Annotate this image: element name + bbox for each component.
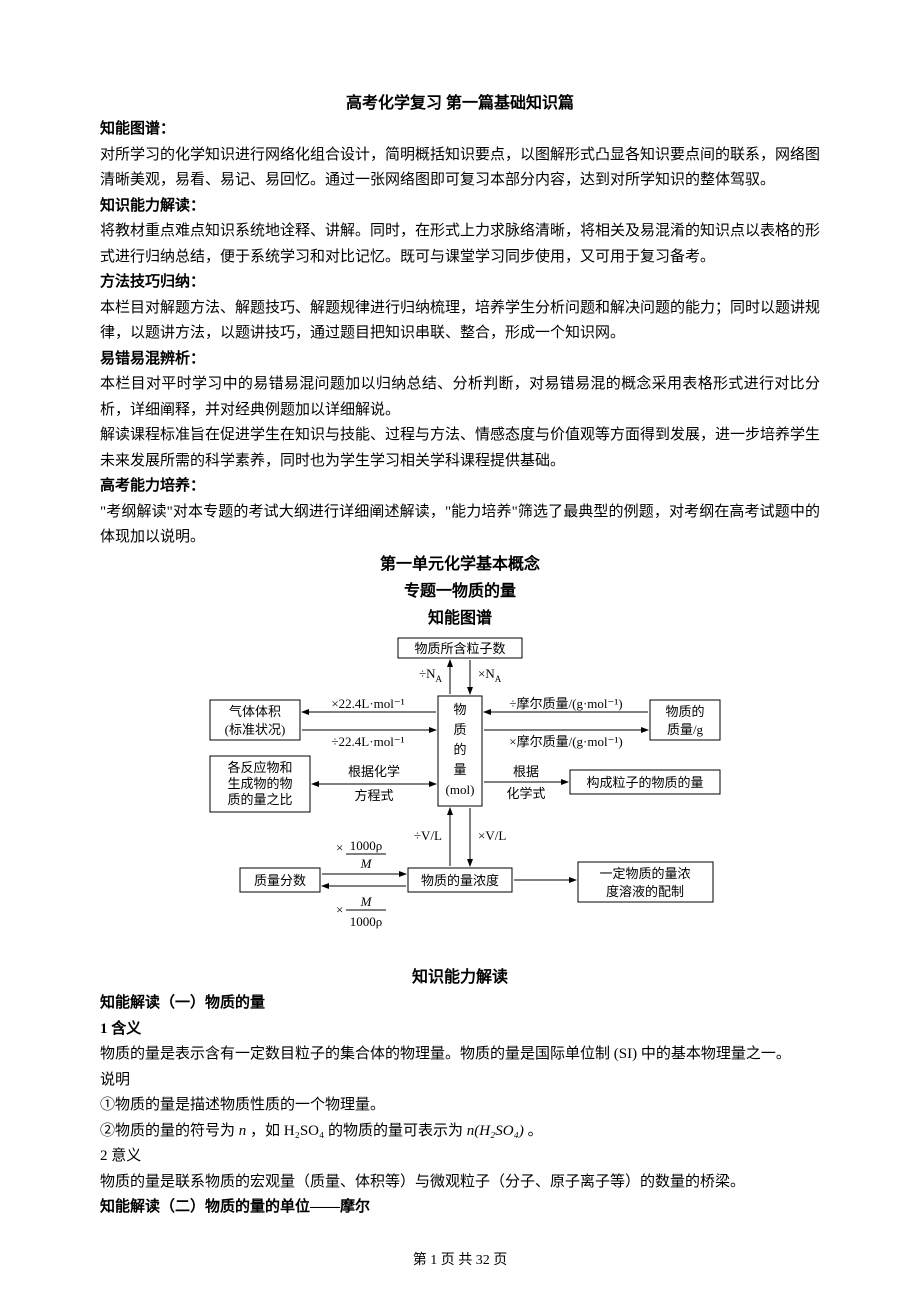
box-left1-l1: 气体体积 xyxy=(229,704,281,719)
section-body-4b: 解读课程标准旨在促进学生在知识与技能、过程与方法、情感态度与价值观等方面得到发展… xyxy=(100,423,820,474)
label-div224: ÷22.4L·mol⁻¹ xyxy=(331,734,404,749)
frac2-bot: 1000ρ xyxy=(350,914,383,929)
item2-body: 物质的量是联系物质的宏观量（质量、体积等）与微观粒子（分子、原子离子等）的数量的… xyxy=(100,1170,820,1196)
center-l4: 量 xyxy=(453,762,466,777)
label-eq-l1: 根据化学 xyxy=(348,764,400,779)
note2: ②物质的量的符号为 n ，如 H₂SO₄ 的物质的量可表示为 n(H₂SO₄) … xyxy=(100,1119,820,1145)
box-left2-l3: 质的量之比 xyxy=(227,792,292,807)
item2-heading: 2 意义 xyxy=(100,1144,820,1170)
sub2-heading: 知能解读（二）物质的量的单位——摩尔 xyxy=(100,1195,820,1221)
section-heading-4: 易错易混辨析： xyxy=(100,347,820,373)
box-right1-l1: 物质的 xyxy=(665,704,704,719)
box-top: 物质所含粒子数 xyxy=(414,641,505,656)
center-l1: 物 xyxy=(453,702,466,717)
label-mulVL: ×V/L xyxy=(478,828,506,843)
center-l3: 的 xyxy=(453,742,466,757)
box-bright-l2: 度溶液的配制 xyxy=(606,884,684,899)
item1-heading: 1 含义 xyxy=(100,1017,820,1043)
frac1-bot: M xyxy=(360,856,373,871)
page-title: 高考化学复习 第一篇基础知识篇 xyxy=(100,90,820,117)
label-div-na: ÷NA xyxy=(419,666,443,684)
box-left2-l1: 各反应物和 xyxy=(227,760,292,775)
box-bright-l1: 一定物质的量浓 xyxy=(599,866,690,881)
label-div-molar: ÷摩尔质量/(g·mol⁻¹) xyxy=(509,696,622,711)
sub1-heading: 知能解读（一）物质的量 xyxy=(100,991,820,1017)
box-bleft: 质量分数 xyxy=(254,873,306,888)
box-right2: 构成粒子的物质的量 xyxy=(586,775,703,790)
frac2-top: M xyxy=(360,894,373,909)
unit-line-2: 专题一物质的量 xyxy=(100,578,820,605)
label-mul-molar: ×摩尔质量/(g·mol⁻¹) xyxy=(509,734,622,749)
section-heading-5: 高考能力培养： xyxy=(100,474,820,500)
section-heading-1: 知能图谱： xyxy=(100,117,820,143)
post-diagram-heading: 知识能力解读 xyxy=(100,964,820,991)
section-body-4a: 本栏目对平时学习中的易错易混问题加以归纳总结、分析判断，对易错易混的概念采用表格… xyxy=(100,372,820,423)
frac2-mul: × xyxy=(336,902,343,917)
unit-line-3: 知能图谱 xyxy=(100,605,820,632)
box-left1-l2: (标准状况) xyxy=(225,722,286,737)
frac1-top: 1000ρ xyxy=(350,838,383,853)
label-mul-na: ×NA xyxy=(478,666,502,684)
label-eq-l2: 方程式 xyxy=(354,788,393,803)
concept-diagram: 物质所含粒子数 ÷NA ×NA 物 质 的 量 (mol) 气体体积 (标准状况… xyxy=(100,636,820,956)
page-footer: 第 1 页 共 32 页 xyxy=(100,1249,820,1273)
box-right1-l2: 质量/g xyxy=(667,722,704,737)
item1-body: 物质的量是表示含有一定数目粒子的集合体的物理量。物质的量是国际单位制 (SI) … xyxy=(100,1042,820,1068)
note1: ①物质的量是描述物质性质的一个物理量。 xyxy=(100,1093,820,1119)
section-body-1: 对所学习的化学知识进行网络化组合设计，简明概括知识要点，以图解形式凸显各知识要点… xyxy=(100,143,820,194)
note-label: 说明 xyxy=(100,1068,820,1094)
section-body-3: 本栏目对解题方法、解题技巧、解题规律进行归纳梳理，培养学生分析问题和解决问题的能… xyxy=(100,296,820,347)
frac1-mul: × xyxy=(336,840,343,855)
box-bmid: 物质的量浓度 xyxy=(421,873,499,888)
label-divVL: ÷V/L xyxy=(414,828,442,843)
section-body-2: 将教材重点难点知识系统地诠释、讲解。同时，在形式上力求脉络清晰，将相关及易混淆的… xyxy=(100,219,820,270)
section-heading-3: 方法技巧归纳： xyxy=(100,270,820,296)
unit-line-1: 第一单元化学基本概念 xyxy=(100,551,820,578)
label-formula-l2: 化学式 xyxy=(506,786,545,801)
label-formula-l1: 根据 xyxy=(513,764,539,779)
box-left2-l2: 生成物的物 xyxy=(227,776,292,791)
center-l5: (mol) xyxy=(446,782,475,797)
label-mul224: ×22.4L·mol⁻¹ xyxy=(331,696,404,711)
section-heading-2: 知识能力解读： xyxy=(100,194,820,220)
section-body-5: "考纲解读"对本专题的考试大纲进行详细阐述解读，"能力培养"筛选了最典型的例题，… xyxy=(100,500,820,551)
center-l2: 质 xyxy=(453,722,466,737)
